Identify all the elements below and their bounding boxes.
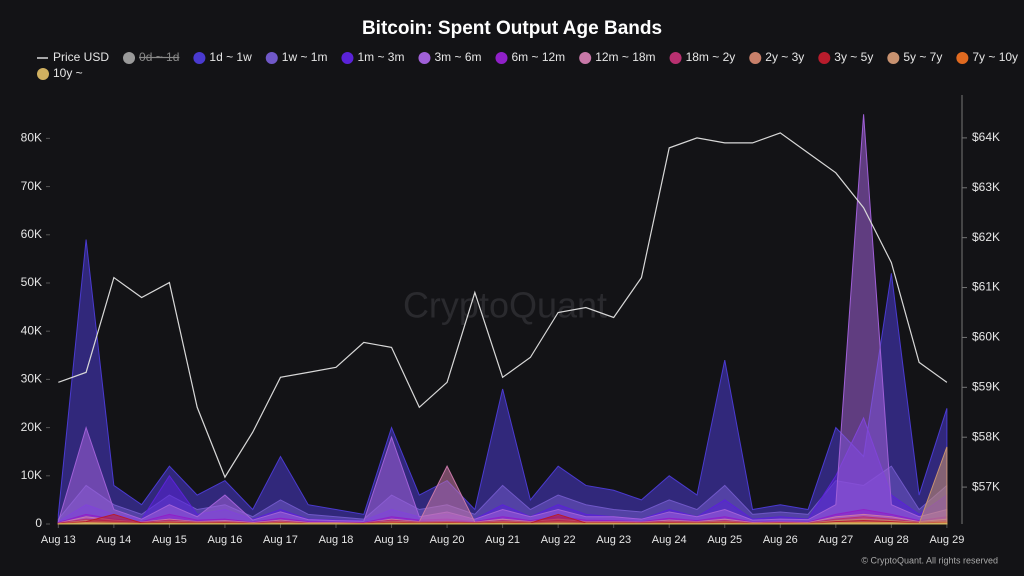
y2-tick-label: $62K [972, 230, 1000, 244]
x-tick-label: Aug 27 [818, 534, 853, 546]
price-line [58, 132, 948, 479]
y2-tick-label: $59K [972, 379, 1000, 393]
legend-item[interactable]: 0d ~ 1d [123, 50, 179, 64]
y2-tick-label: $60K [972, 330, 1000, 344]
legend-label: 2y ~ 3y [765, 50, 804, 64]
legend-label: 3y ~ 5y [834, 50, 873, 64]
legend-item[interactable]: 1d ~ 1w [193, 50, 252, 64]
legend-label: 1w ~ 1m [282, 50, 328, 64]
legend-item[interactable]: 12m ~ 18m [579, 50, 656, 64]
legend-item[interactable]: 18m ~ 2y [669, 50, 736, 64]
legend-marker [193, 52, 206, 64]
age-band-area [57, 522, 948, 525]
watermark: CryptoQuant [403, 285, 607, 326]
legend-item[interactable]: 10y ~ [37, 66, 83, 80]
legend-item[interactable]: 1w ~ 1m [265, 50, 328, 64]
age-band-area [57, 239, 948, 525]
legend-item[interactable]: 1m ~ 3m [341, 50, 404, 64]
x-tick-label: Aug 17 [263, 534, 298, 546]
chart-title: Bitcoin: Spent Output Age Bands [362, 18, 662, 39]
y-tick-label: 10K [21, 468, 42, 482]
legend-label: 1m ~ 3m [357, 50, 404, 64]
x-tick-label: Aug 22 [541, 534, 576, 546]
legend-marker [37, 68, 49, 80]
x-tick-label: Aug 24 [652, 534, 687, 546]
legend-item[interactable]: 6m ~ 12m [495, 50, 565, 64]
x-tick-label: Aug 23 [596, 534, 631, 546]
legend-item[interactable]: 7y ~ 10y [956, 50, 1018, 64]
y2-tick-label: $64K [972, 130, 1000, 144]
y2-tick-label: $58K [972, 429, 1000, 443]
legend-item[interactable]: Price USD [37, 50, 109, 64]
y-tick-label: 0 [35, 516, 42, 530]
legend-marker [123, 52, 136, 64]
legend-marker [956, 52, 969, 64]
y2-tick-label: $63K [972, 180, 1000, 194]
x-tick-label: Aug 29 [929, 534, 964, 546]
legend-label: 12m ~ 18m [595, 50, 655, 64]
x-tick-label: Aug 14 [96, 534, 131, 546]
y-tick-label: 40K [21, 323, 42, 337]
x-tick-label: Aug 28 [874, 534, 909, 546]
legend-label: 3m ~ 6m [434, 50, 481, 64]
legend-item[interactable]: 3y ~ 5y [818, 50, 873, 64]
y2-tick-label: $61K [972, 280, 1000, 294]
legend-marker [341, 52, 354, 64]
x-tick-label: Aug 16 [207, 534, 242, 546]
legend-label: 6m ~ 12m [511, 50, 565, 64]
legend-marker [749, 52, 762, 64]
footer: © CryptoQuant. All rights reserved [861, 555, 998, 565]
legend-marker [265, 52, 278, 64]
age-band-area [57, 114, 948, 525]
x-tick-label: Aug 21 [485, 534, 520, 546]
legend-marker [418, 52, 431, 64]
legend-marker [887, 52, 900, 64]
y-tick-label: 20K [21, 420, 42, 434]
legend-label: 5y ~ 7y [903, 50, 942, 64]
legend-marker [495, 52, 508, 64]
y-tick-label: 30K [21, 372, 42, 386]
x-tick-label: Aug 13 [41, 534, 76, 546]
legend-item[interactable]: 2y ~ 3y [749, 50, 804, 64]
y2-tick-label: $57K [972, 479, 1000, 493]
legend-label: 0d ~ 1d [139, 50, 179, 64]
legend-label: Price USD [53, 50, 109, 64]
legend-item[interactable]: 5y ~ 7y [887, 50, 942, 64]
legend-item[interactable]: 3m ~ 6m [418, 50, 481, 64]
y-tick-label: 60K [21, 227, 42, 241]
legend-marker [669, 52, 682, 64]
y-tick-label: 80K [21, 131, 42, 145]
legend-marker [818, 52, 831, 64]
x-tick-label: Aug 20 [430, 534, 465, 546]
legend-marker [579, 52, 592, 64]
legend-label: 1d ~ 1w [209, 50, 252, 64]
x-tick-label: Aug 26 [763, 534, 798, 546]
y-tick-label: 50K [21, 275, 42, 289]
y-tick-label: 70K [21, 179, 42, 193]
x-tick-label: Aug 25 [707, 534, 742, 546]
x-tick-label: Aug 15 [152, 534, 187, 546]
legend-label: 10y ~ [53, 66, 83, 80]
x-tick-label: Aug 19 [374, 534, 409, 546]
x-tick-label: Aug 18 [319, 534, 354, 546]
legend-label: 7y ~ 10y [972, 50, 1018, 64]
legend-label: 18m ~ 2y [686, 50, 736, 64]
